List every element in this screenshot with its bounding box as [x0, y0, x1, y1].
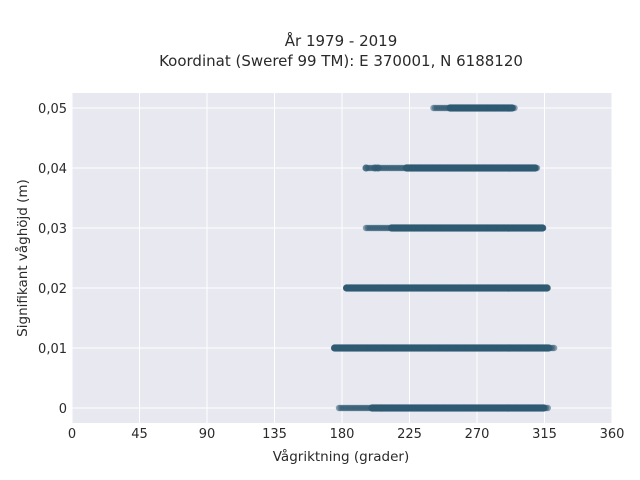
plot-area: 0 45 90 135 180 225 270 315 360 0 0,01 0,02 0,03 0,04…: [38, 93, 624, 442]
data-point: [374, 164, 382, 172]
chart-title: År 1979 - 2019: [285, 31, 398, 50]
data-point: [362, 164, 370, 172]
y-tick-label: 0,04: [38, 162, 67, 177]
y-tick-label: 0: [59, 402, 67, 417]
x-tick-label: 45: [131, 427, 148, 442]
x-tick-label: 90: [199, 427, 216, 442]
y-axis-label: Signifikant våghöjd (m): [14, 179, 31, 337]
chart-subtitle: Koordinat (Sweref 99 TM): E 370001, N 61…: [159, 52, 523, 70]
data-point: [508, 104, 516, 112]
data-point: [545, 344, 553, 352]
x-tick-label: 225: [397, 427, 422, 442]
y-tick-label: 0,03: [38, 222, 67, 237]
x-axis-label: Vågriktning (grader): [273, 448, 410, 465]
data-point: [539, 224, 547, 232]
data-point: [540, 404, 548, 412]
x-tick-label: 180: [330, 427, 355, 442]
x-tick-label: 315: [532, 427, 557, 442]
x-tick-label: 0: [68, 427, 76, 442]
data-point: [543, 284, 551, 292]
x-tick-label: 135: [262, 427, 287, 442]
y-tick-label: 0,05: [38, 102, 67, 117]
data-point: [531, 164, 539, 172]
data-point: [550, 344, 558, 352]
x-tick-label: 270: [465, 427, 490, 442]
x-tick-label: 360: [600, 427, 625, 442]
y-tick-label: 0,02: [38, 282, 67, 297]
y-tick-label: 0,01: [38, 342, 67, 357]
